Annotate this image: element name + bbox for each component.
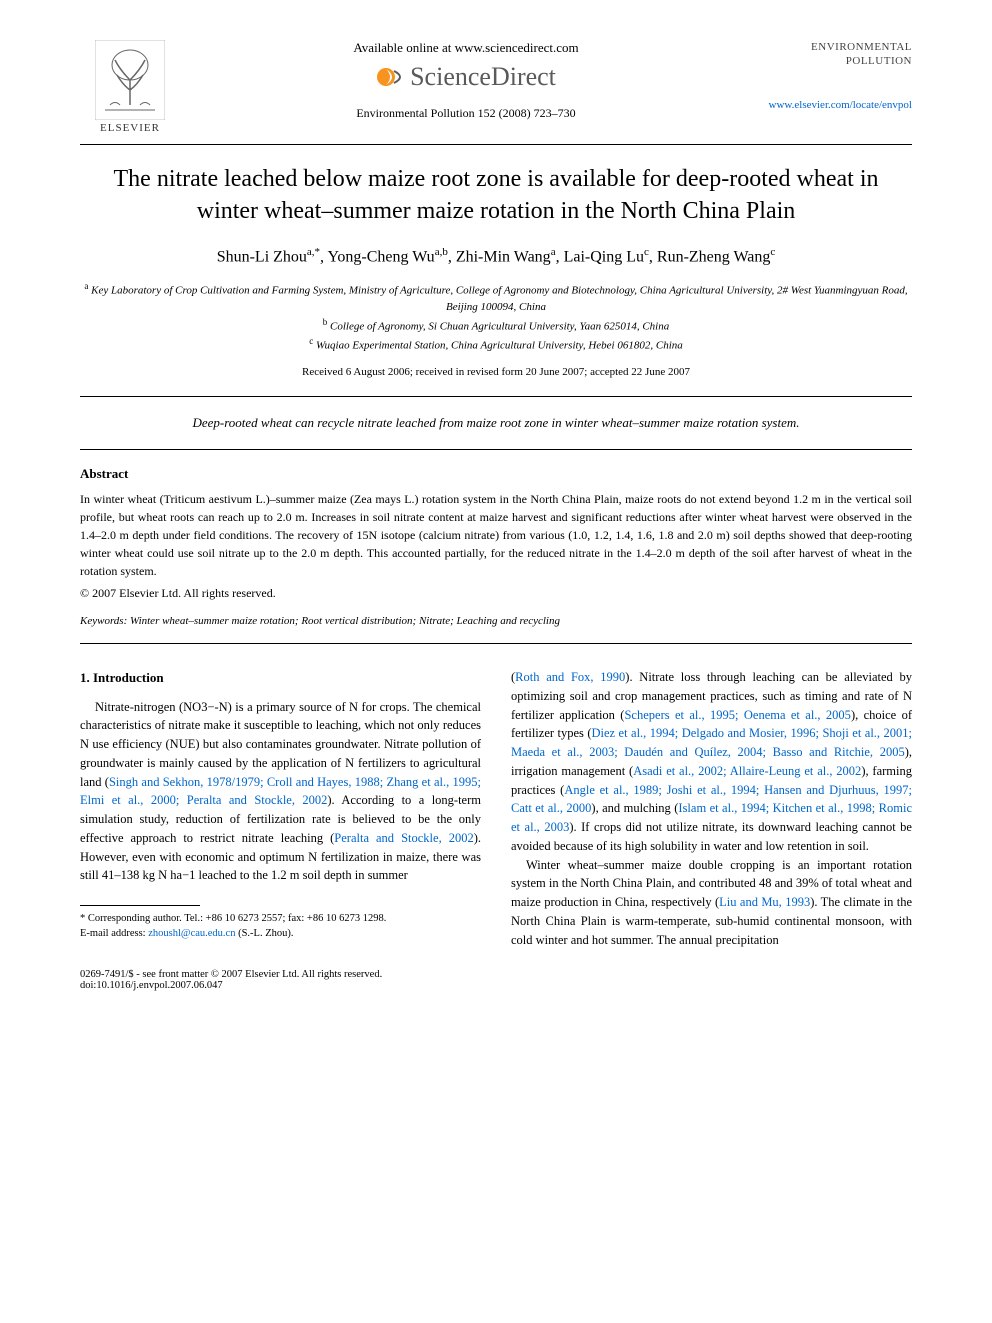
keywords-line: Keywords: Winter wheat–summer maize rota… [80,615,912,627]
footer-left: 0269-7491/$ - see front matter © 2007 El… [80,969,382,991]
elsevier-tree-logo [95,40,165,120]
intro-para-1-cont: (Roth and Fox, 1990). Nitrate loss throu… [511,668,912,856]
article-title: The nitrate leached below maize root zon… [80,163,912,228]
affiliations: a Key Laboratory of Crop Cultivation and… [80,280,912,354]
body-columns: 1. Introduction Nitrate-nitrogen (NO3−-N… [80,668,912,949]
journal-name-line1: ENVIRONMENTAL [811,41,912,53]
author-5-sup: c [770,246,775,258]
header-rule [80,144,912,145]
email-label: E-mail address: [80,928,146,939]
citation-2[interactable]: Peralta and Stockle, 2002 [334,831,473,845]
affil-a-sup: a [84,281,88,291]
publisher-block: ELSEVIER [80,40,180,134]
author-3: Zhi-Min Wang [456,248,551,265]
intro-para-2: Winter wheat–summer maize double croppin… [511,856,912,950]
rule-2 [80,449,912,450]
journal-name-line2: POLLUTION [846,55,912,67]
sciencedirect-icon [376,63,404,91]
footnote-corr: * Corresponding author. Tel.: +86 10 627… [80,912,481,927]
affil-c-sup: c [309,336,313,346]
footnote-email-line: E-mail address: zhoushl@cau.edu.cn (S.-L… [80,927,481,942]
corresponding-footnote: * Corresponding author. Tel.: +86 10 627… [80,912,481,941]
right-column: (Roth and Fox, 1990). Nitrate loss throu… [511,668,912,949]
sciencedirect-logo: ScienceDirect [376,62,556,92]
abstract-heading: Abstract [80,466,912,482]
corr-email-name: (S.-L. Zhou). [238,928,293,939]
author-1-sup: a,* [307,246,320,258]
author-2: Yong-Cheng Wu [327,248,434,265]
intro-heading: 1. Introduction [80,668,481,688]
intro-para-1: Nitrate-nitrogen (NO3−-N) is a primary s… [80,698,481,886]
affil-c: Wuqiao Experimental Station, China Agric… [316,340,683,352]
footer-doi: doi:10.1016/j.envpol.2007.06.047 [80,980,382,991]
right-header: ENVIRONMENTAL POLLUTION www.elsevier.com… [752,40,912,111]
author-4: Lai-Qing Lu [564,248,644,265]
journal-name: ENVIRONMENTAL POLLUTION [811,40,912,69]
available-online-text: Available online at www.sciencedirect.co… [353,40,578,56]
abstract-copyright: © 2007 Elsevier Ltd. All rights reserved… [80,586,912,601]
citation-6[interactable]: Asadi et al., 2002; Allaire-Leung et al.… [633,764,861,778]
footnote-rule [80,905,200,906]
journal-homepage-link[interactable]: www.elsevier.com/locate/envpol [769,99,912,111]
affil-b-sup: b [323,317,328,327]
author-5: Run-Zheng Wang [657,248,771,265]
journal-reference: Environmental Pollution 152 (2008) 723–7… [356,106,575,121]
affil-b: College of Agronomy, Si Chuan Agricultur… [330,320,669,332]
page-footer: 0269-7491/$ - see front matter © 2007 El… [80,969,912,991]
keywords-label: Keywords: [80,615,127,627]
intro-text-2f: ), and mulching ( [591,801,678,815]
citation-9[interactable]: Liu and Mu, 1993 [719,895,810,909]
citation-3[interactable]: Roth and Fox, 1990 [515,670,625,684]
author-2-sup: a,b [435,246,448,258]
author-1: Shun-Li Zhou [217,248,307,265]
left-column: 1. Introduction Nitrate-nitrogen (NO3−-N… [80,668,481,949]
rule-3 [80,643,912,644]
author-4-sup: c [644,246,649,258]
highlight-statement: Deep-rooted wheat can recycle nitrate le… [80,415,912,431]
keywords-text: Winter wheat–summer maize rotation; Root… [130,615,560,627]
article-dates: Received 6 August 2006; received in revi… [80,366,912,378]
publisher-name: ELSEVIER [100,122,160,134]
abstract-text: In winter wheat (Triticum aestivum L.)–s… [80,490,912,580]
footer-copyright: 0269-7491/$ - see front matter © 2007 El… [80,969,382,980]
author-3-sup: a [551,246,556,258]
affil-a: Key Laboratory of Crop Cultivation and F… [91,285,908,314]
corr-email[interactable]: zhoushl@cau.edu.cn [148,928,235,939]
author-list: Shun-Li Zhoua,*, Yong-Cheng Wua,b, Zhi-M… [80,246,912,266]
citation-4[interactable]: Schepers et al., 1995; Oenema et al., 20… [624,708,850,722]
rule-1 [80,396,912,397]
intro-text-2g: ). If crops did not utilize nitrate, its… [511,820,912,853]
center-header: Available online at www.sciencedirect.co… [180,40,752,121]
sciencedirect-text: ScienceDirect [410,62,556,92]
page-header: ELSEVIER Available online at www.science… [80,40,912,134]
